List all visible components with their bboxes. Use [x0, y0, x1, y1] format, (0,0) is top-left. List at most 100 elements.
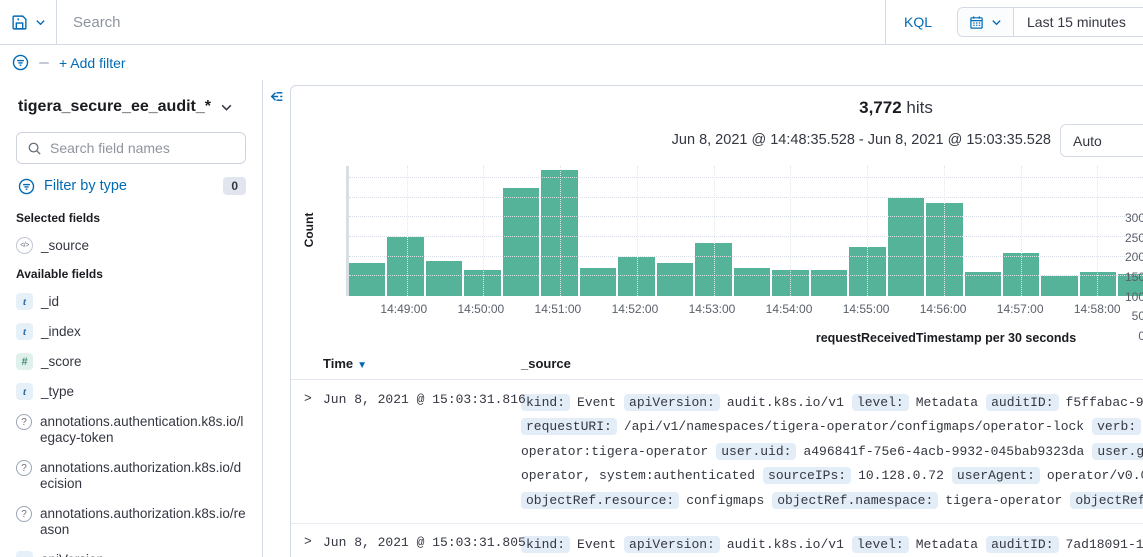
y-tick-label: 300: [1124, 210, 1143, 225]
kql-language-button[interactable]: KQL: [884, 0, 950, 44]
field-item-_score[interactable]: # _score: [16, 353, 246, 370]
quick-select-date-button[interactable]: [958, 8, 1014, 36]
histogram-chart: Count 14:49:00 14:50:00 14:51:00 14:52:00 14…: [291, 166, 1143, 343]
histogram-bar-14:50:00[interactable]: [464, 270, 501, 296]
histogram-bar-14:49:00[interactable]: [387, 236, 424, 296]
doc-source-line: objectRef.resource: configmaps objectRef.n…: [521, 488, 1143, 513]
x-tick-label: 14:51:00: [534, 302, 582, 316]
search-input[interactable]: [57, 0, 885, 44]
v-gridline: [1020, 166, 1022, 296]
histogram-bar-14:53:30[interactable]: [733, 268, 771, 296]
field-item-_id[interactable]: t _id: [16, 293, 246, 310]
time-range-button[interactable]: Last 15 minutes: [1027, 14, 1126, 30]
histogram-bar-14:53:00[interactable]: [695, 242, 732, 296]
query-bar: KQL: [57, 0, 950, 44]
string-field-type-icon: t: [16, 383, 33, 400]
index-pattern-title: tigera_secure_ee_audit_*: [18, 98, 211, 115]
available-fields-heading: Available fields: [16, 267, 103, 281]
calendar-icon: [969, 15, 984, 30]
doc-source-line: operator:tigera-operator user.uid: a496841…: [521, 439, 1143, 464]
field-name: annotations.authorization.k8s.io/reason: [40, 506, 246, 537]
v-gridline: [790, 166, 792, 296]
field-item-annotations-authentication-k8s-io-legacy-token[interactable]: ? annotations.authentication.k8s.io/legac…: [16, 413, 246, 446]
field-item-_type[interactable]: t _type: [16, 383, 246, 400]
field-name: _type: [41, 384, 75, 399]
x-tick-label: 14:54:00: [765, 302, 813, 316]
field-name-badge: kind:: [521, 536, 571, 554]
field-search-box: [16, 132, 246, 164]
field-name-badge: apiVersion:: [624, 393, 720, 411]
histogram-bar-14:49:30[interactable]: [425, 260, 463, 296]
source-column-header: _source: [521, 356, 571, 371]
filter-by-type-button[interactable]: Filter by type 0: [18, 177, 246, 195]
field-name: _index: [41, 324, 81, 339]
field-item-annotations-authorization-k8s-io-reason[interactable]: ? annotations.authorization.k8s.io/reason: [16, 505, 246, 538]
unknown-field-type-icon: ?: [16, 506, 32, 522]
time-column-header[interactable]: Time ▼: [323, 356, 368, 371]
filter-bar: + Add filter: [0, 45, 1143, 80]
hits-count: 3,772: [859, 98, 902, 117]
field-name-badge: objectRef.name:: [1070, 491, 1143, 509]
h-gridline: [349, 235, 1143, 237]
histogram-bar-14:48:30[interactable]: [349, 262, 386, 296]
x-tick-label: 14:58:00: [1073, 302, 1121, 316]
histogram-bar-14:51:00[interactable]: [541, 169, 578, 296]
histogram-bar-14:58:30[interactable]: [1118, 274, 1143, 296]
field-name-badge: objectRef.resource:: [521, 491, 680, 509]
index-pattern-selector[interactable]: tigera_secure_ee_audit_*: [18, 98, 246, 116]
field-value: operator/v0.0.0 (linu: [1046, 468, 1143, 484]
number-field-type-icon: #: [16, 353, 33, 370]
doc-source: kind: Event apiVersion: audit.k8s.io/v1 leve…: [521, 390, 1143, 513]
filter-options-icon[interactable]: [12, 54, 29, 71]
v-gridline: [867, 166, 869, 296]
x-tick-label: 14:53:00: [688, 302, 736, 316]
histogram-bar-14:54:30[interactable]: [810, 270, 848, 296]
doc-source-line: requestURI: /api/v1/namespaces/tigera-ope…: [521, 415, 1143, 440]
h-gridline: [349, 196, 1143, 198]
unknown-field-type-icon: ?: [16, 414, 32, 430]
v-gridline: [636, 166, 638, 296]
collapse-sidebar-button[interactable]: [263, 83, 290, 110]
field-name-badge: level:: [851, 536, 909, 554]
chevron-down-icon: [220, 101, 233, 114]
interval-select[interactable]: Auto: [1060, 124, 1143, 157]
time-range-text: Jun 8, 2021 @ 14:48:35.528 - Jun 8, 2021…: [671, 132, 1051, 148]
histogram-bar-14:55:30[interactable]: [887, 197, 925, 296]
histogram-bar-14:51:30[interactable]: [579, 268, 617, 296]
field-item-apiVersion[interactable]: t apiVersion: [16, 551, 246, 557]
field-value: operator, system:authenticated: [521, 468, 756, 484]
histogram-bar-14:56:30[interactable]: [964, 272, 1001, 296]
field-item-_index[interactable]: t _index: [16, 323, 246, 340]
field-value: audit.k8s.io/v1: [726, 537, 844, 553]
v-gridline: [483, 166, 485, 296]
save-icon: [11, 14, 28, 31]
field-name-badge: auditID:: [986, 536, 1059, 554]
x-tick-label: 14:52:00: [611, 302, 659, 316]
field-name-badge: kind:: [521, 393, 571, 411]
field-name: _id: [41, 294, 60, 309]
histogram-bar-14:50:30[interactable]: [502, 187, 540, 296]
field-item-annotations-authorization-k8s-io-decision[interactable]: ? annotations.authorization.k8s.io/decisi…: [16, 459, 246, 492]
field-value: audit.k8s.io/v1: [726, 394, 844, 410]
histogram-bar-14:57:30[interactable]: [1041, 276, 1078, 296]
y-tick-label: 0: [1138, 329, 1143, 343]
field-search-input[interactable]: [50, 140, 235, 156]
filter-circle-icon: [18, 178, 35, 195]
histogram-plot-area[interactable]: [346, 166, 1143, 296]
string-field-type-icon: t: [16, 293, 33, 310]
field-name-badge: objectRef.namespace:: [772, 491, 939, 509]
saved-query-menu-button[interactable]: [0, 0, 57, 44]
v-gridline: [560, 166, 562, 296]
y-tick-label: 150: [1124, 269, 1143, 284]
add-filter-button[interactable]: + Add filter: [59, 54, 126, 71]
h-gridline: [349, 255, 1143, 257]
field-name: _score: [41, 354, 82, 369]
expand-row-button[interactable]: >: [304, 533, 312, 549]
field-value: configmaps: [686, 492, 765, 508]
histogram-bar-14:52:30[interactable]: [656, 262, 694, 296]
string-field-type-icon: t: [16, 551, 33, 557]
y-tick-label: 100: [1124, 289, 1143, 304]
field-item-_source[interactable]: </> _source: [16, 237, 246, 254]
expand-row-button[interactable]: >: [304, 391, 312, 406]
x-tick-label: 14:49:00: [380, 302, 428, 316]
